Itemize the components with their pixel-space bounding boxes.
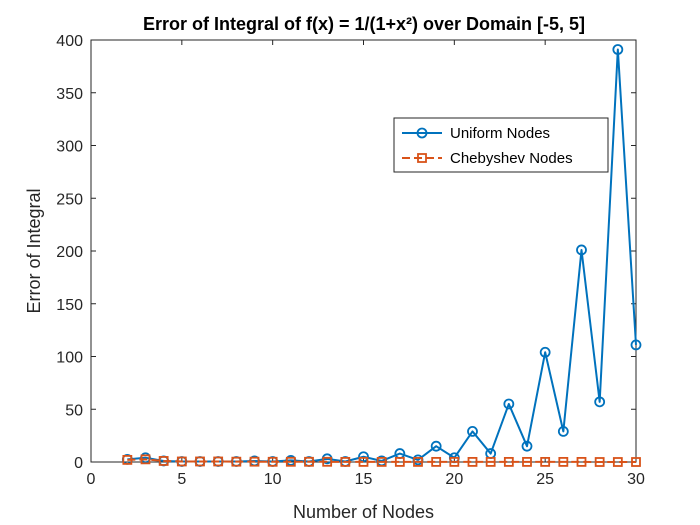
data-point — [522, 456, 532, 467]
data-point — [503, 398, 515, 410]
x-tick-label: 15 — [355, 471, 373, 488]
data-point — [539, 346, 551, 358]
data-point — [612, 457, 623, 467]
legend-label: Uniform Nodes — [450, 125, 550, 142]
series-layer — [121, 44, 642, 467]
x-tick-label: 25 — [536, 471, 554, 488]
data-point — [467, 456, 478, 467]
y-axis-label: Error of Integral — [24, 188, 44, 313]
legend-label: Chebyshev Nodes — [450, 150, 573, 167]
y-tick-label: 0 — [74, 455, 83, 472]
plot-area — [91, 40, 636, 462]
x-tick-label: 30 — [627, 471, 645, 488]
y-tick-label: 250 — [56, 191, 83, 208]
legend-marker — [417, 153, 427, 163]
chart-title: Error of Integral of f(x) = 1/(1+x²) ove… — [143, 14, 585, 34]
data-point — [594, 457, 605, 467]
data-point — [340, 456, 351, 467]
data-point — [358, 451, 369, 463]
data-point — [558, 456, 569, 467]
data-point — [285, 456, 296, 467]
series-chebyshev-nodes — [122, 454, 641, 467]
data-point — [594, 396, 606, 408]
data-point — [176, 456, 187, 467]
data-point — [540, 456, 551, 467]
y-tick-label: 200 — [56, 244, 83, 261]
x-tick-label: 0 — [87, 471, 96, 488]
data-point — [231, 456, 242, 467]
data-point — [267, 456, 278, 467]
data-point — [631, 457, 641, 467]
data-point — [612, 44, 624, 55]
data-point — [304, 456, 314, 467]
y-tick-label: 350 — [56, 86, 83, 103]
data-point — [485, 456, 496, 467]
data-point — [503, 456, 514, 467]
y-tick-label: 50 — [65, 402, 83, 419]
data-point — [158, 456, 169, 466]
data-point — [430, 440, 442, 452]
y-tick-label: 100 — [56, 350, 83, 367]
data-point — [394, 456, 405, 467]
data-point — [195, 456, 205, 467]
legend: Uniform Nodes Chebyshev Nodes — [393, 117, 609, 173]
data-point — [122, 454, 133, 465]
y-tick-label: 300 — [56, 139, 83, 156]
legend-box — [393, 117, 609, 173]
data-point — [467, 426, 478, 437]
x-tick-label: 10 — [264, 471, 282, 488]
data-point — [576, 456, 587, 467]
legend-marker — [416, 127, 428, 139]
y-tick-label: 400 — [56, 33, 83, 50]
x-tick-label: 20 — [445, 471, 463, 488]
data-point — [358, 456, 369, 467]
data-point — [449, 456, 460, 467]
x-axis-label: Number of Nodes — [293, 502, 434, 522]
data-point — [431, 456, 442, 467]
x-tick-label: 5 — [177, 471, 186, 488]
data-point — [322, 456, 333, 467]
data-point — [521, 440, 533, 452]
data-point — [630, 339, 642, 351]
y-tick-label: 150 — [56, 297, 83, 314]
data-point — [576, 244, 587, 256]
data-point — [413, 456, 423, 467]
data-point — [213, 456, 224, 467]
data-point — [557, 426, 569, 437]
data-point — [140, 454, 151, 465]
series-line — [127, 458, 636, 463]
data-point — [249, 456, 260, 467]
data-point — [376, 456, 387, 467]
